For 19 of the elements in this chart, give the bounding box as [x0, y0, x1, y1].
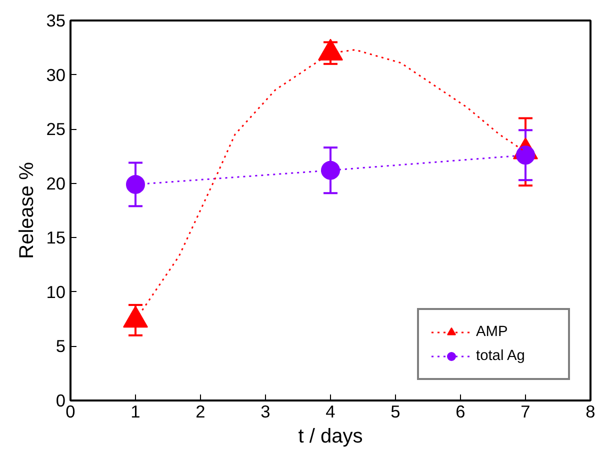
y-tick-label: 20	[46, 173, 66, 194]
y-tick-label: 30	[46, 64, 66, 85]
y-tick-label: 25	[46, 119, 66, 140]
legend-label: total Ag	[476, 348, 526, 364]
x-tick-label: 5	[390, 402, 400, 422]
y-tick-label: 5	[56, 336, 66, 356]
x-tick-label: 8	[586, 402, 596, 422]
y-axis-title: Release %	[16, 162, 38, 259]
x-tick-label: 6	[456, 402, 466, 422]
x-axis-title: t / days	[298, 426, 363, 448]
x-tick-label: 7	[520, 402, 530, 422]
x-tick-label: 1	[130, 402, 140, 422]
x-tick-label: 2	[196, 402, 206, 422]
legend-label: AMP	[476, 324, 509, 340]
y-tick-label: 15	[46, 228, 66, 248]
x-tick-label: 3	[260, 402, 270, 422]
y-tick-label: 35	[46, 10, 66, 30]
x-tick-label: 4	[326, 402, 336, 422]
y-tick-label: 10	[46, 282, 66, 302]
